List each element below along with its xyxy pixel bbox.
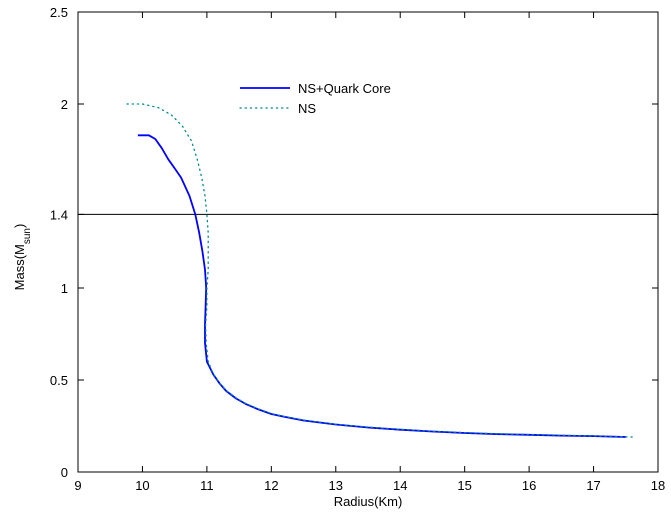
x-tick-label-16: 16 [522,478,536,493]
y-axis-label-main: Mass(M [12,244,27,290]
x-tick-label-15: 15 [457,478,471,493]
series-line-ns-quark-core [137,134,626,438]
y-axis-label-subscript: sun [22,228,33,244]
x-tick-label-9: 9 [74,478,81,493]
x-tick-label-13: 13 [329,478,343,493]
series-layer [122,103,633,438]
legend-label-ns: NS [298,101,316,116]
x-axis-label: Radius(Km) [334,494,403,509]
x-tick-label-10: 10 [135,478,149,493]
legend: NS+Quark Core NS [239,81,391,116]
y-tick-label-0: 0 [61,465,68,480]
x-tick-label-18: 18 [651,478,665,493]
x-tick-label-17: 17 [586,478,600,493]
y-axis-label-close: ) [12,224,27,228]
y-tick-label-2: 2 [61,97,68,112]
plot-frame [77,11,659,473]
series-line-ns [122,103,633,438]
legend-label-ns-quark-core: NS+Quark Core [298,81,391,96]
y-tick-label-0.5: 0.5 [50,373,68,388]
x-tick-label-14: 14 [393,478,407,493]
y-tick-label-1: 1 [61,281,68,296]
y-axis-label: Mass(Msun) [12,224,33,291]
x-tick-label-11: 11 [200,478,214,493]
tick-labels: 9 10 11 12 13 14 15 16 17 18 0 0.5 1 1.4 2 2.5 [50,5,665,493]
y-tick-label-1.4: 1.4 [50,207,68,222]
y-tick-label-2.5: 2.5 [50,5,68,20]
x-tick-label-12: 12 [264,478,278,493]
